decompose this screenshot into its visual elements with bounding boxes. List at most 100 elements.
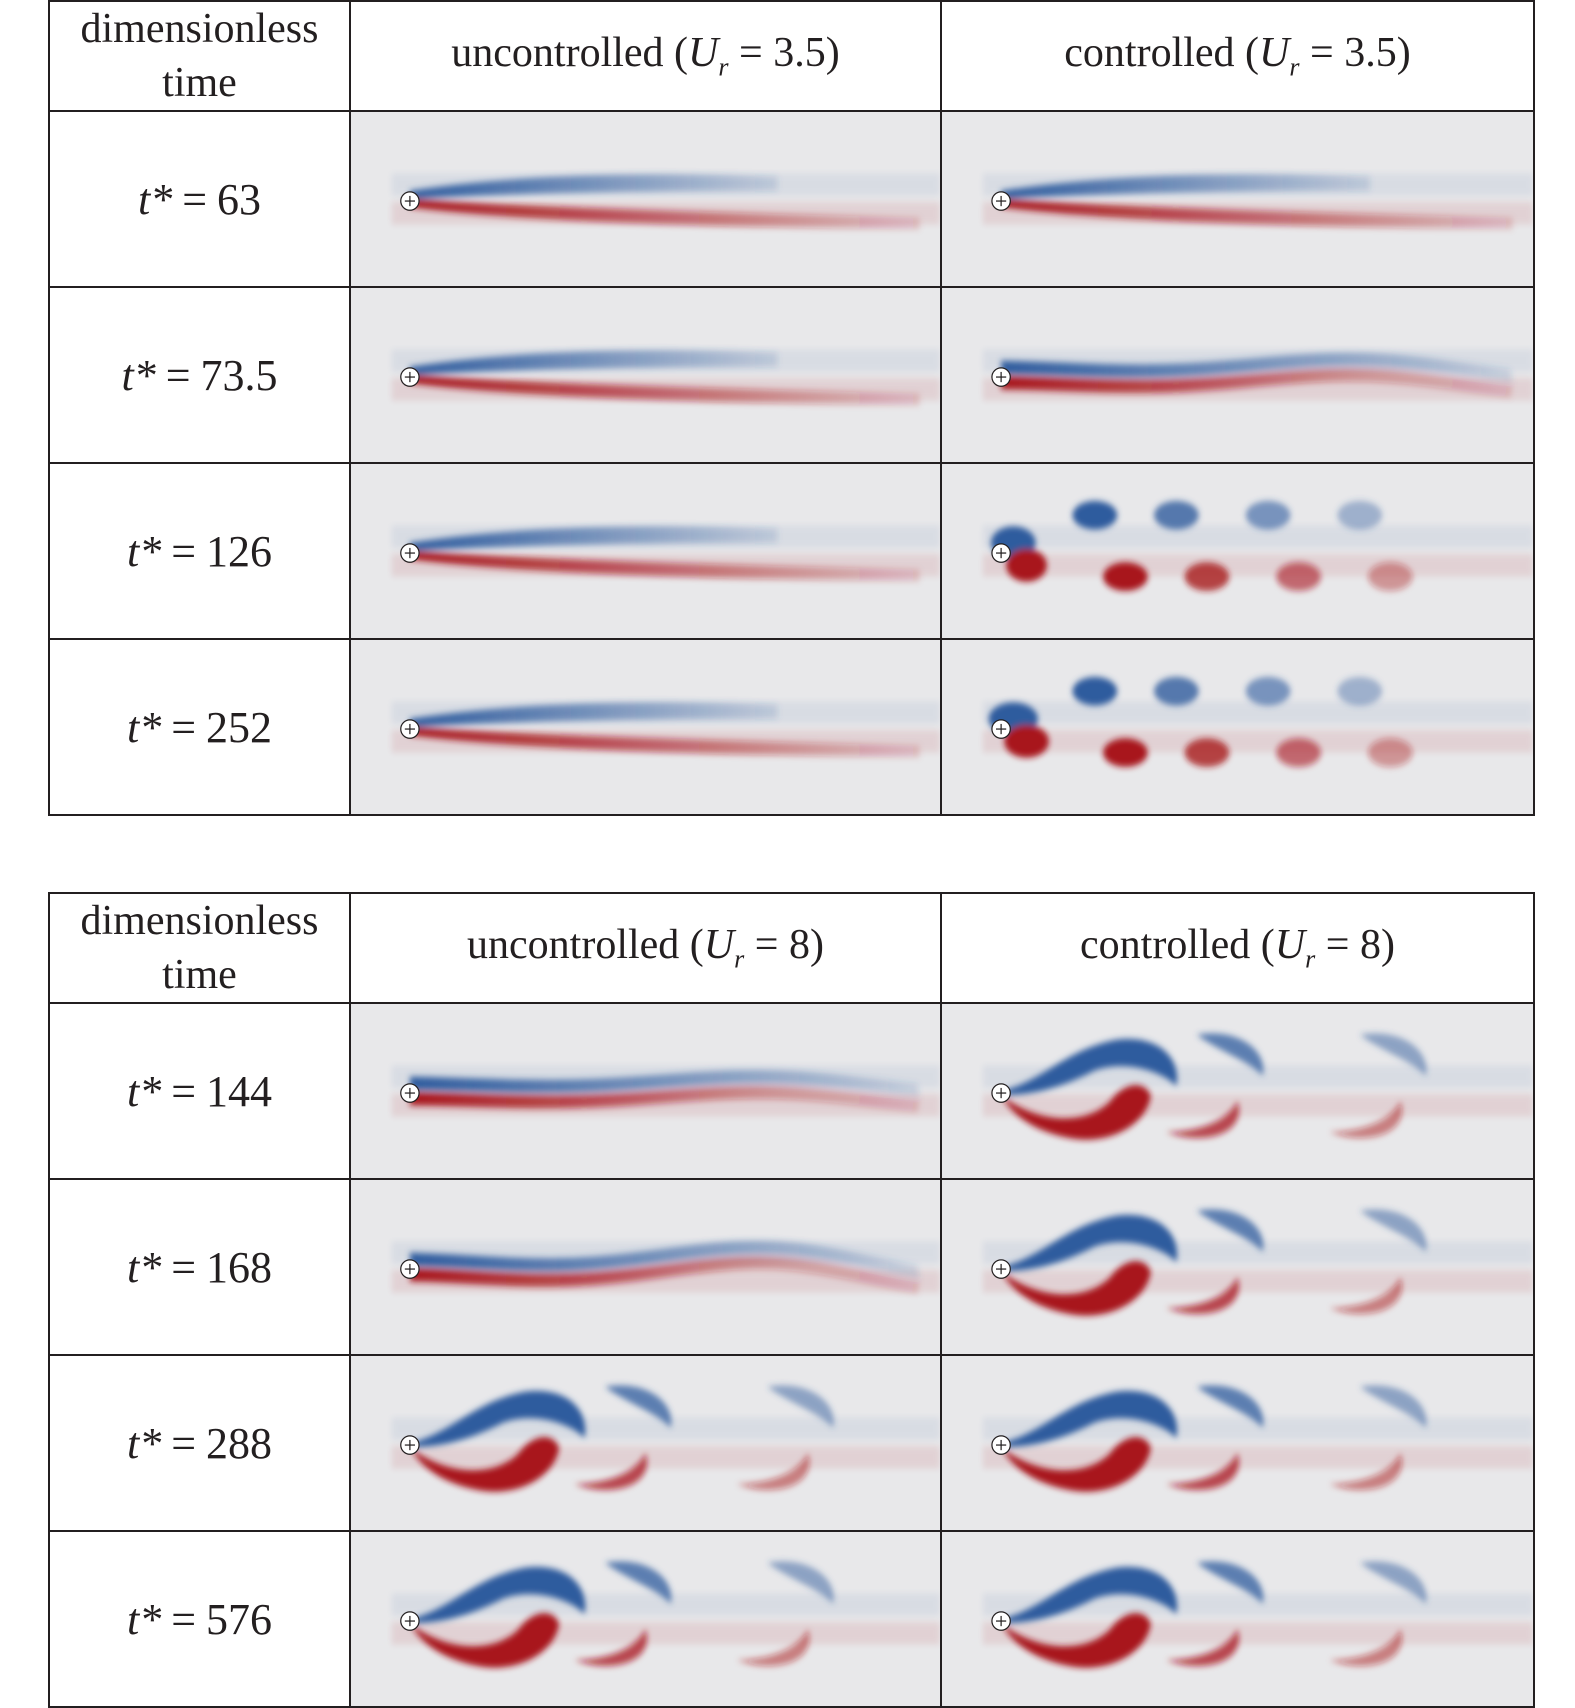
time-value: 144 xyxy=(206,1066,273,1116)
time-var: t* xyxy=(126,1594,162,1644)
time-var: t* xyxy=(126,1418,162,1468)
negative-shear-layer xyxy=(409,1069,920,1098)
header-controlled-suffix: = 8) xyxy=(1315,922,1395,969)
vorticity-field-image xyxy=(942,112,1533,286)
vortex-positive xyxy=(1102,562,1148,591)
time-var: t* xyxy=(121,350,156,400)
vortex-positive xyxy=(574,1629,648,1666)
field-background xyxy=(942,640,1533,814)
header-time-label: dimensionless time xyxy=(80,898,319,998)
vortex-negative xyxy=(409,1566,586,1624)
header-ur-sub: r xyxy=(734,944,745,974)
wake-uncontrolled-cell xyxy=(349,1178,942,1356)
vorticity-field-image xyxy=(942,1004,1533,1178)
vortex-positive xyxy=(1102,738,1148,767)
time-value: 288 xyxy=(206,1418,273,1468)
vortex-positive xyxy=(1184,562,1230,591)
time-var: t* xyxy=(126,1066,162,1116)
time-cell: t* = 144 xyxy=(48,1002,351,1180)
vortex-negative xyxy=(1196,1385,1264,1428)
wake-controlled-cell xyxy=(940,1354,1535,1532)
vortex-positive xyxy=(1367,562,1413,591)
header-ur-var: U xyxy=(1259,30,1290,77)
vortex-negative xyxy=(1359,1209,1427,1252)
vortex-negative xyxy=(1359,1033,1427,1076)
table-header-row: dimensionless time uncontrolled (Ur = 8)… xyxy=(48,892,1535,1004)
vortex-positive xyxy=(1006,548,1047,582)
vortex-negative xyxy=(767,1561,834,1604)
field-background xyxy=(942,464,1533,638)
field-background xyxy=(351,112,940,286)
time-var: t* xyxy=(126,702,162,752)
wake-controlled-cell xyxy=(940,638,1535,816)
vorticity-field-image xyxy=(351,112,940,286)
header-controlled-prefix: controlled ( xyxy=(1064,30,1260,77)
vortex-negative xyxy=(1245,500,1291,530)
vortex-positive xyxy=(1001,1613,1151,1668)
equals-sign: = xyxy=(171,526,197,576)
positive-shear-layer xyxy=(409,375,920,406)
vortex-negative xyxy=(1001,1390,1178,1448)
vortex-positive xyxy=(1329,1101,1403,1138)
header-ur-var: U xyxy=(1274,922,1306,969)
field-background xyxy=(351,1004,940,1178)
vortex-positive xyxy=(1329,1277,1403,1314)
equals-sign: = xyxy=(171,702,197,752)
wake-uncontrolled-cell xyxy=(349,1530,942,1708)
header-uncontrolled-prefix: uncontrolled ( xyxy=(451,30,689,77)
vortex-positive xyxy=(1166,1629,1240,1666)
header-ur-var: U xyxy=(688,30,719,77)
vorticity-field-image xyxy=(351,1004,940,1178)
time-var: t* xyxy=(126,526,162,576)
time-var: t* xyxy=(137,174,173,224)
positive-shear-layer xyxy=(409,1255,920,1295)
vortex-negative xyxy=(1001,1566,1178,1624)
table-row: t* = 126 xyxy=(48,462,1535,640)
time-value: 252 xyxy=(206,702,273,752)
vortex-positive xyxy=(1166,1453,1240,1490)
vorticity-field-image xyxy=(351,1356,940,1530)
header-uncontrolled-suffix: = 8) xyxy=(744,922,824,969)
header-ur-var: U xyxy=(703,922,735,969)
wake-uncontrolled-cell xyxy=(349,1002,942,1180)
positive-shear-layer xyxy=(409,727,920,758)
wake-table-ur-3-5: dimensionless time uncontrolled (Ur = 3.… xyxy=(48,0,1535,816)
negative-shear-layer xyxy=(409,174,778,199)
vortex-negative xyxy=(1245,676,1291,706)
vorticity-field-image xyxy=(942,464,1533,638)
table-header-row: dimensionless time uncontrolled (Ur = 3.… xyxy=(48,0,1535,112)
field-background xyxy=(942,112,1533,286)
wake-controlled-cell xyxy=(940,1530,1535,1708)
vortex-negative xyxy=(1072,676,1118,706)
equals-sign: = xyxy=(171,1594,197,1644)
header-controlled-prefix: controlled ( xyxy=(1080,922,1275,969)
header-controlled: controlled (Ur = 3.5) xyxy=(940,0,1535,112)
field-background xyxy=(351,288,940,462)
vortex-negative xyxy=(1153,676,1199,706)
positive-shear-layer xyxy=(409,551,920,582)
header-dimensionless-time: dimensionless time xyxy=(48,892,351,1004)
table-row: t* = 144 xyxy=(48,1002,1535,1180)
vorticity-field-image xyxy=(942,640,1533,814)
vortex-positive xyxy=(736,1629,810,1666)
time-cell: t* = 63 xyxy=(48,110,351,288)
vortex-negative xyxy=(604,1385,672,1428)
wake-controlled-cell xyxy=(940,1002,1535,1180)
vortex-positive xyxy=(1001,1437,1151,1492)
wake-uncontrolled-cell xyxy=(349,286,942,464)
vorticity-field-image xyxy=(351,1180,940,1354)
vortex-positive xyxy=(1166,1277,1240,1314)
equals-sign: = xyxy=(165,350,191,400)
vorticity-field-image xyxy=(942,1180,1533,1354)
wake-controlled-cell xyxy=(940,462,1535,640)
header-uncontrolled: uncontrolled (Ur = 3.5) xyxy=(349,0,942,112)
wake-uncontrolled-cell xyxy=(349,110,942,288)
vortex-positive xyxy=(1001,1085,1151,1140)
vortex-negative xyxy=(1153,500,1199,530)
wake-controlled-cell xyxy=(940,286,1535,464)
time-cell: t* = 168 xyxy=(48,1178,351,1356)
header-time-label: dimensionless time xyxy=(80,6,319,106)
vortex-positive xyxy=(1184,738,1230,767)
header-dimensionless-time: dimensionless time xyxy=(48,0,351,112)
time-value: 63 xyxy=(217,174,262,224)
